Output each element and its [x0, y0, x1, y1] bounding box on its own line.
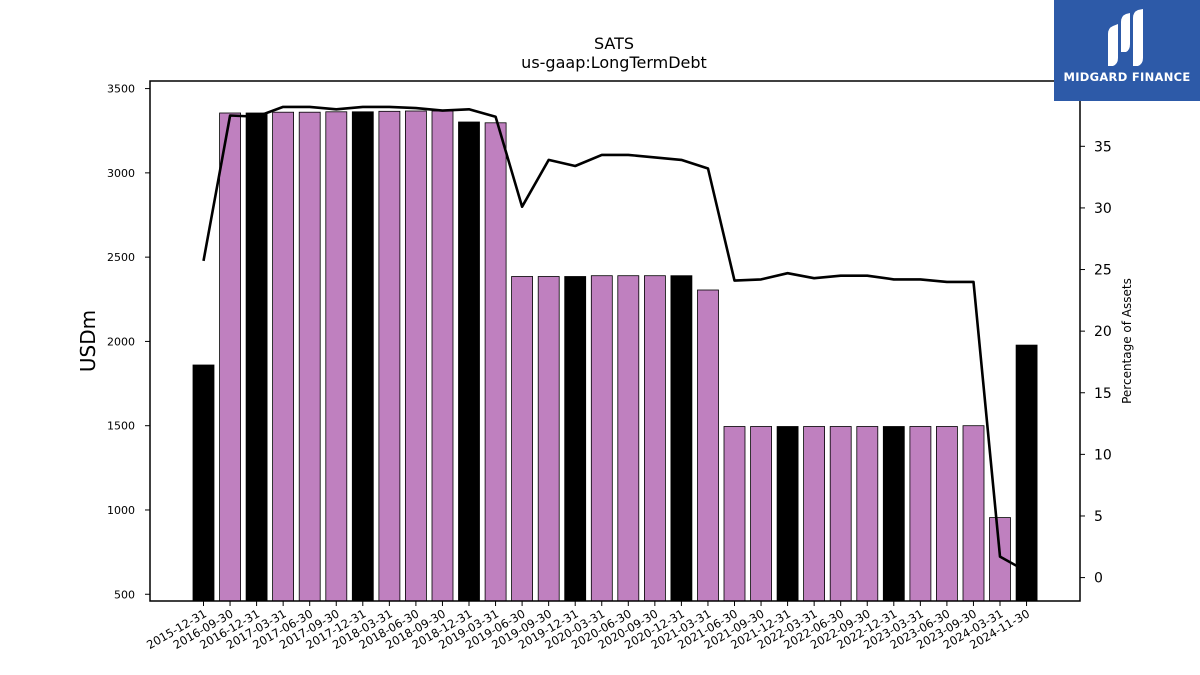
y2-tick-label: 25	[1094, 263, 1112, 279]
bar	[192, 364, 215, 602]
bar	[909, 426, 932, 602]
bar	[298, 111, 321, 602]
bar	[723, 426, 746, 602]
brand-logo: MIDGARD FINANCE	[1054, 0, 1200, 101]
bar	[644, 275, 666, 602]
bar	[1015, 344, 1038, 602]
bar	[351, 111, 374, 602]
y2-tick-label: 20	[1094, 324, 1112, 340]
bar	[962, 425, 985, 602]
midgard-m-logo-icon	[1108, 9, 1143, 66]
bar	[617, 275, 640, 602]
bar	[882, 426, 905, 602]
bar	[803, 426, 825, 602]
bar	[750, 426, 772, 602]
bar	[511, 276, 534, 602]
y2-tick-label: 35	[1094, 139, 1112, 155]
y-tick-label: 2500	[107, 251, 135, 264]
y-tick-label: 1000	[107, 504, 135, 517]
bar	[325, 111, 348, 602]
y2-tick-label: 0	[1094, 571, 1103, 587]
chart-subtitle: us-gaap:LongTermDebt	[521, 53, 707, 72]
bar	[404, 110, 427, 602]
bar	[537, 276, 560, 602]
y2-tick-label: 30	[1094, 201, 1112, 217]
y2-axis: 0 5 10 15 20 25 30 35	[1080, 139, 1112, 587]
y-tick-label: 3000	[107, 167, 135, 180]
y2-tick-label: 15	[1094, 386, 1112, 402]
bar	[856, 426, 879, 602]
bar	[829, 426, 852, 602]
bar	[697, 289, 719, 602]
bar	[670, 275, 693, 602]
y-tick-label: 1500	[107, 420, 135, 433]
bar-group	[192, 110, 1038, 602]
brand-name: MIDGARD FINANCE	[1063, 70, 1191, 84]
y-tick-label: 2000	[107, 335, 135, 348]
y2-axis-label: Percentage of Assets	[1120, 278, 1134, 404]
bar	[458, 121, 480, 602]
bar	[219, 112, 242, 602]
bar	[245, 112, 268, 602]
y-axis-label: USDm	[76, 310, 100, 372]
y-axis: 500 1000 1500 2000 2500 3000 3500	[107, 83, 150, 601]
x-axis: 2015-12-312016-09-302016-12-312017-03-31…	[144, 601, 1032, 652]
bar	[484, 122, 507, 602]
chart-title: SATS	[594, 34, 634, 53]
y2-tick-label: 5	[1094, 509, 1103, 525]
line-group	[202, 105, 1028, 573]
y-tick-label: 3500	[107, 83, 135, 96]
bar	[272, 111, 295, 602]
bar	[431, 110, 454, 602]
y-tick-label: 500	[114, 588, 135, 601]
bar	[590, 275, 613, 602]
bar	[378, 110, 401, 602]
percentage-line	[202, 105, 1028, 573]
bar	[776, 426, 799, 602]
bar	[564, 276, 587, 602]
y2-tick-label: 10	[1094, 447, 1112, 463]
bar	[936, 426, 958, 602]
